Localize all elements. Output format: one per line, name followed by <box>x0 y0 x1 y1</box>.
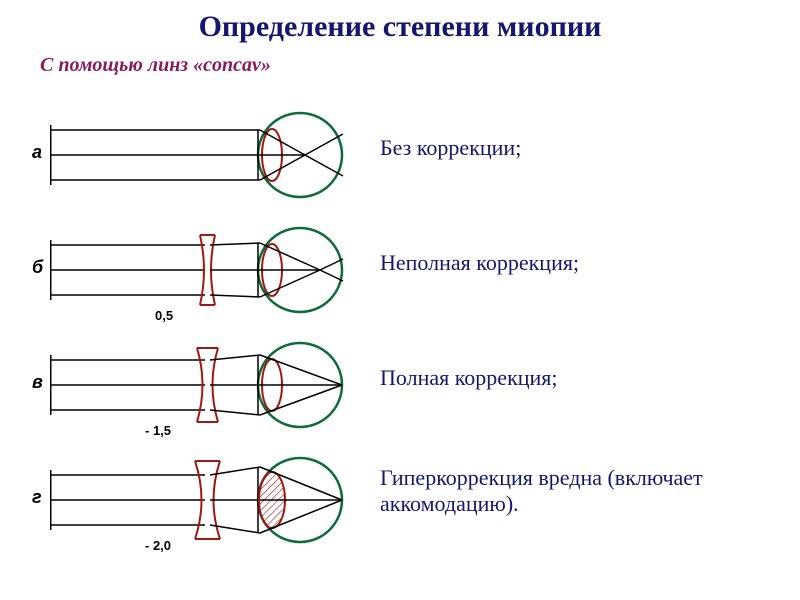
page-title: Определение степени миопии <box>0 0 800 44</box>
eye-diagram-c <box>50 330 360 440</box>
row-letter-b: б <box>32 257 43 278</box>
row-value-d: - 2,0 <box>145 538 171 553</box>
row-label-b: Неполная коррекция; <box>380 250 750 276</box>
row-value-b: 0,5 <box>155 308 173 323</box>
row-value-c: - 1,5 <box>145 423 171 438</box>
row-letter-a: а <box>32 142 42 163</box>
row-label-a: Без коррекции; <box>380 135 750 161</box>
row-c: в - 1,5 Полная коррекция; <box>20 330 780 440</box>
row-label-c: Полная коррекция; <box>380 365 750 391</box>
eye-diagram-a <box>50 100 360 210</box>
row-letter-d: г <box>32 487 42 508</box>
row-label-d: Гиперкоррекция вредна (включает аккомода… <box>380 465 750 517</box>
subtitle: С помощью линз «concav» <box>0 44 800 77</box>
eye-diagram-d <box>50 445 360 555</box>
row-a: а Без коррекции; <box>20 100 780 210</box>
diagram-area: а Без коррекции; б <box>20 100 780 580</box>
row-d: г <box>20 445 780 555</box>
row-b: б 0,5 Неполная коррек <box>20 215 780 325</box>
row-letter-c: в <box>32 372 43 393</box>
eye-diagram-b <box>50 215 360 325</box>
